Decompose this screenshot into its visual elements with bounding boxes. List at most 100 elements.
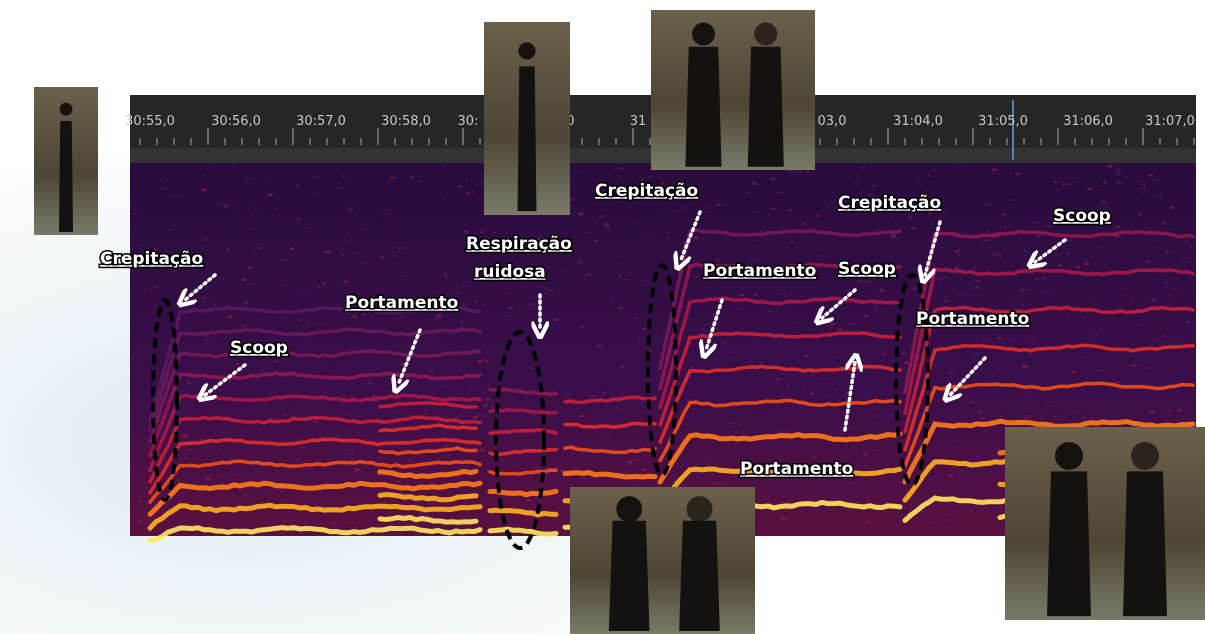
noise	[267, 193, 273, 197]
noise	[997, 254, 1001, 257]
noise	[750, 257, 757, 261]
noise	[448, 333, 455, 335]
figure-body	[747, 46, 784, 167]
noise	[282, 283, 286, 286]
noise	[132, 434, 136, 436]
noise	[273, 360, 280, 363]
noise	[444, 197, 446, 200]
noise	[778, 474, 783, 478]
noise	[954, 266, 960, 270]
noise	[292, 466, 296, 470]
noise	[982, 227, 985, 231]
noise	[1067, 311, 1070, 314]
noise	[214, 314, 217, 316]
harmonic	[148, 415, 482, 484]
noise	[283, 315, 288, 319]
noise	[243, 349, 245, 353]
noise	[1050, 217, 1056, 220]
noise	[718, 279, 721, 283]
arrow	[950, 356, 987, 395]
noise	[301, 446, 307, 448]
noise	[898, 366, 902, 369]
photo	[651, 10, 815, 170]
noise	[824, 242, 827, 245]
timeline-label: 31	[630, 114, 647, 129]
noise	[1075, 411, 1080, 415]
noise	[158, 179, 162, 182]
noise	[237, 474, 240, 476]
noise	[653, 484, 659, 486]
noise	[352, 315, 358, 318]
noise	[640, 402, 643, 406]
noise	[1021, 303, 1025, 306]
noise	[167, 228, 172, 232]
noise	[788, 170, 795, 172]
timeline-label: 31:05,0	[978, 114, 1028, 129]
noise	[890, 461, 893, 465]
noise	[642, 183, 646, 187]
noise	[934, 216, 936, 219]
noise	[627, 460, 632, 463]
noise	[779, 526, 785, 530]
noise	[342, 395, 348, 397]
noise	[376, 472, 380, 476]
noise	[312, 193, 316, 197]
timeline-label: 03,0	[818, 114, 847, 129]
noise	[885, 463, 889, 465]
noise	[558, 499, 564, 501]
noise	[801, 222, 807, 226]
noise	[306, 467, 311, 470]
noise	[507, 291, 510, 295]
noise	[1182, 257, 1188, 259]
noise	[578, 212, 584, 216]
noise	[353, 468, 360, 471]
noise	[1134, 323, 1139, 326]
noise	[1087, 188, 1093, 190]
noise	[829, 255, 831, 257]
ellipse	[646, 263, 678, 477]
noise	[875, 358, 879, 360]
noise	[1028, 415, 1033, 417]
noise	[172, 270, 176, 273]
noise	[1156, 194, 1162, 197]
noise	[829, 356, 836, 358]
noise	[317, 322, 323, 325]
noise	[1141, 183, 1146, 186]
noise	[1096, 369, 1103, 372]
noise	[402, 390, 406, 393]
annotation: ruidosa	[474, 262, 546, 282]
noise	[723, 383, 725, 385]
noise	[1101, 201, 1107, 204]
noise	[937, 371, 939, 374]
noise	[500, 314, 505, 317]
noise	[281, 531, 285, 534]
noise	[444, 274, 448, 277]
noise	[850, 322, 856, 325]
noise	[1000, 256, 1002, 259]
noise	[285, 375, 287, 378]
noise	[293, 321, 296, 324]
timeline-label: 30:58,0	[381, 114, 431, 129]
noise	[721, 341, 728, 344]
noise	[236, 362, 240, 366]
noise	[299, 436, 302, 439]
noise	[221, 200, 225, 204]
noise	[599, 215, 604, 218]
noise	[649, 175, 652, 178]
noise	[545, 236, 547, 239]
noise	[903, 361, 908, 364]
noise	[180, 390, 183, 393]
annotation: Portamento	[740, 459, 853, 479]
noise	[1150, 240, 1155, 242]
noise	[595, 222, 600, 224]
noise	[363, 227, 370, 231]
noise	[1085, 411, 1091, 414]
noise	[503, 314, 509, 318]
noise	[396, 480, 402, 483]
noise	[1173, 239, 1176, 243]
noise	[1161, 324, 1164, 327]
noise	[270, 418, 277, 420]
arrow	[205, 363, 247, 395]
noise	[473, 300, 478, 303]
noise	[815, 214, 820, 217]
